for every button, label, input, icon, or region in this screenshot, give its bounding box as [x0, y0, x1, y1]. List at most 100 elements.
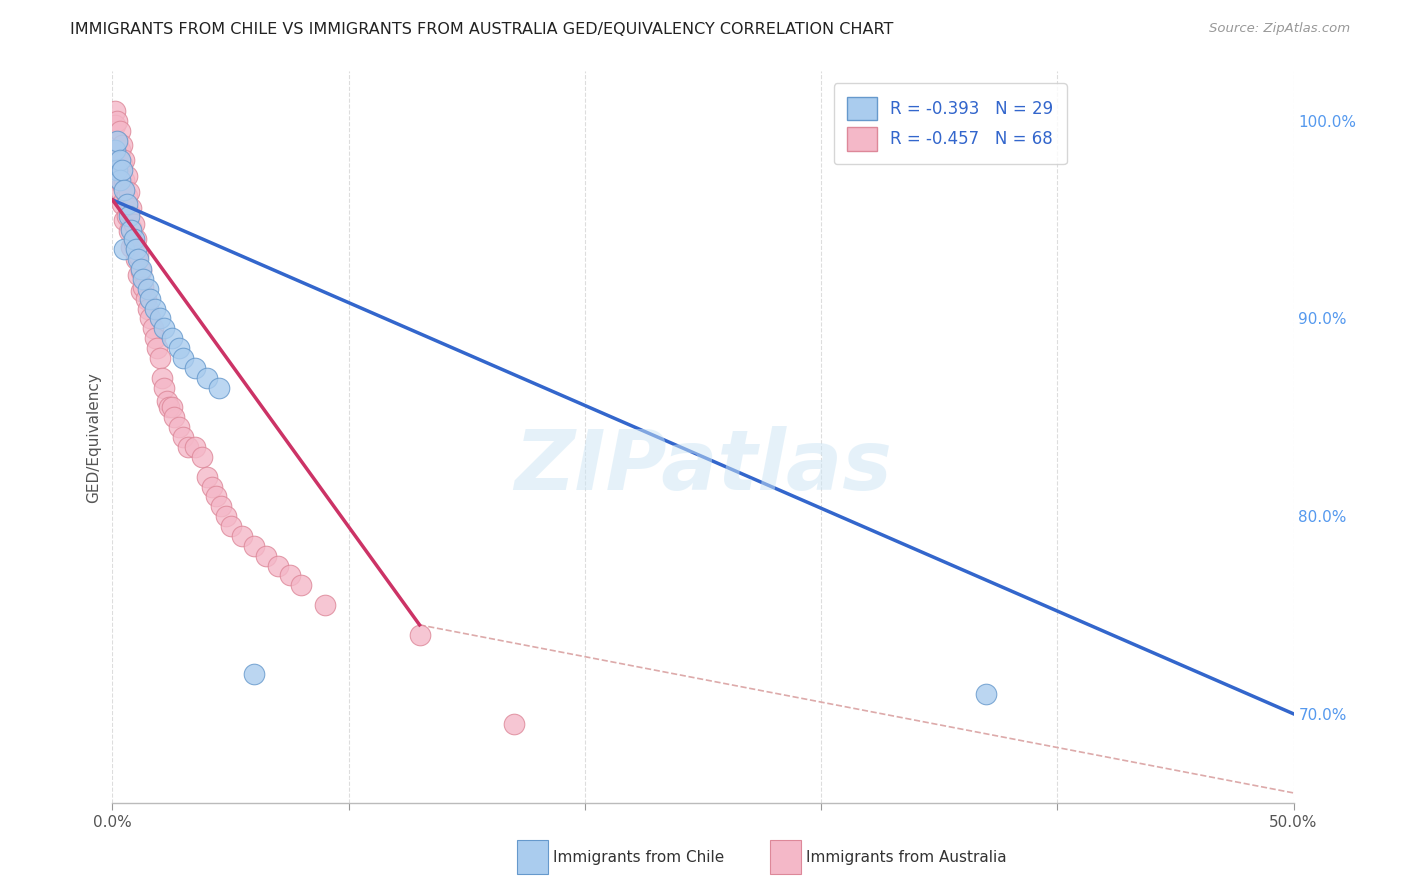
Point: [112, 212, 135, 227]
Point: [105, 149, 128, 163]
Point: [290, 578, 312, 592]
Point: [160, 331, 183, 345]
Point: [104, 103, 127, 118]
Point: [105, 134, 128, 148]
Point: [108, 163, 131, 178]
Point: [104, 144, 127, 158]
Point: [105, 134, 128, 148]
Point: [136, 301, 159, 316]
Point: [129, 284, 152, 298]
Point: [150, 371, 173, 385]
Point: [127, 248, 149, 262]
Point: [111, 137, 134, 152]
Point: [108, 123, 131, 137]
Point: [184, 440, 207, 454]
Point: [201, 479, 224, 493]
Point: [231, 529, 253, 543]
Point: [184, 360, 207, 375]
Point: [105, 113, 128, 128]
Point: [115, 189, 138, 203]
Point: [132, 280, 155, 294]
Point: [205, 489, 228, 503]
Point: [278, 568, 301, 582]
Point: [111, 177, 134, 191]
Text: Immigrants from Chile: Immigrants from Chile: [553, 850, 724, 864]
Point: [108, 153, 131, 168]
Point: [177, 440, 200, 454]
Point: [153, 381, 176, 395]
Point: [153, 321, 176, 335]
Point: [112, 153, 135, 168]
Point: [118, 225, 141, 239]
Point: [129, 264, 152, 278]
Point: [118, 185, 141, 199]
Point: [191, 450, 214, 464]
Legend: R = -0.393   N = 29, R = -0.457   N = 68: R = -0.393 N = 29, R = -0.457 N = 68: [834, 83, 1067, 164]
Point: [132, 272, 155, 286]
Point: [167, 420, 190, 434]
Point: [127, 268, 149, 282]
Point: [143, 331, 166, 345]
Point: [125, 252, 148, 267]
Point: [254, 549, 277, 563]
Text: Source: ZipAtlas.com: Source: ZipAtlas.com: [1209, 22, 1350, 36]
Point: [108, 183, 131, 197]
Point: [243, 539, 266, 553]
Point: [172, 351, 194, 365]
Point: [209, 500, 232, 514]
Point: [139, 292, 162, 306]
Point: [156, 394, 179, 409]
Y-axis label: GED/Equivalency: GED/Equivalency: [86, 372, 101, 502]
Point: [142, 321, 165, 335]
Point: [120, 240, 142, 254]
Point: [118, 204, 141, 219]
Point: [120, 222, 142, 236]
Point: [125, 242, 148, 256]
Point: [105, 163, 128, 178]
Text: Immigrants from Australia: Immigrants from Australia: [806, 850, 1007, 864]
Point: [108, 173, 131, 187]
Point: [120, 220, 142, 235]
Point: [163, 410, 186, 425]
Point: [149, 351, 172, 365]
Point: [111, 196, 134, 211]
Point: [143, 301, 166, 316]
Point: [208, 381, 231, 395]
Point: [160, 401, 183, 415]
Point: [122, 236, 145, 251]
Point: [129, 262, 152, 277]
Point: [243, 667, 266, 681]
Point: [215, 509, 238, 524]
Point: [120, 201, 142, 215]
Point: [122, 217, 145, 231]
Point: [408, 628, 430, 642]
Point: [122, 232, 145, 246]
Point: [167, 341, 190, 355]
Point: [135, 292, 157, 306]
Point: [314, 598, 336, 612]
Point: [139, 311, 162, 326]
Point: [503, 716, 526, 731]
Text: ZIPatlas: ZIPatlas: [515, 425, 891, 507]
Point: [146, 341, 169, 355]
Point: [115, 196, 138, 211]
Point: [104, 118, 127, 132]
Point: [108, 144, 131, 158]
Point: [267, 558, 290, 573]
Point: [195, 371, 218, 385]
Point: [112, 242, 135, 256]
Point: [112, 193, 135, 207]
Point: [219, 519, 242, 533]
Point: [112, 173, 135, 187]
Point: [195, 469, 218, 483]
Point: [115, 209, 138, 223]
Point: [125, 232, 148, 246]
Point: [976, 687, 998, 701]
Point: [172, 430, 194, 444]
Point: [111, 163, 134, 178]
Point: [149, 311, 172, 326]
Point: [127, 252, 149, 267]
Point: [136, 282, 159, 296]
Point: [111, 157, 134, 171]
Point: [118, 209, 141, 223]
